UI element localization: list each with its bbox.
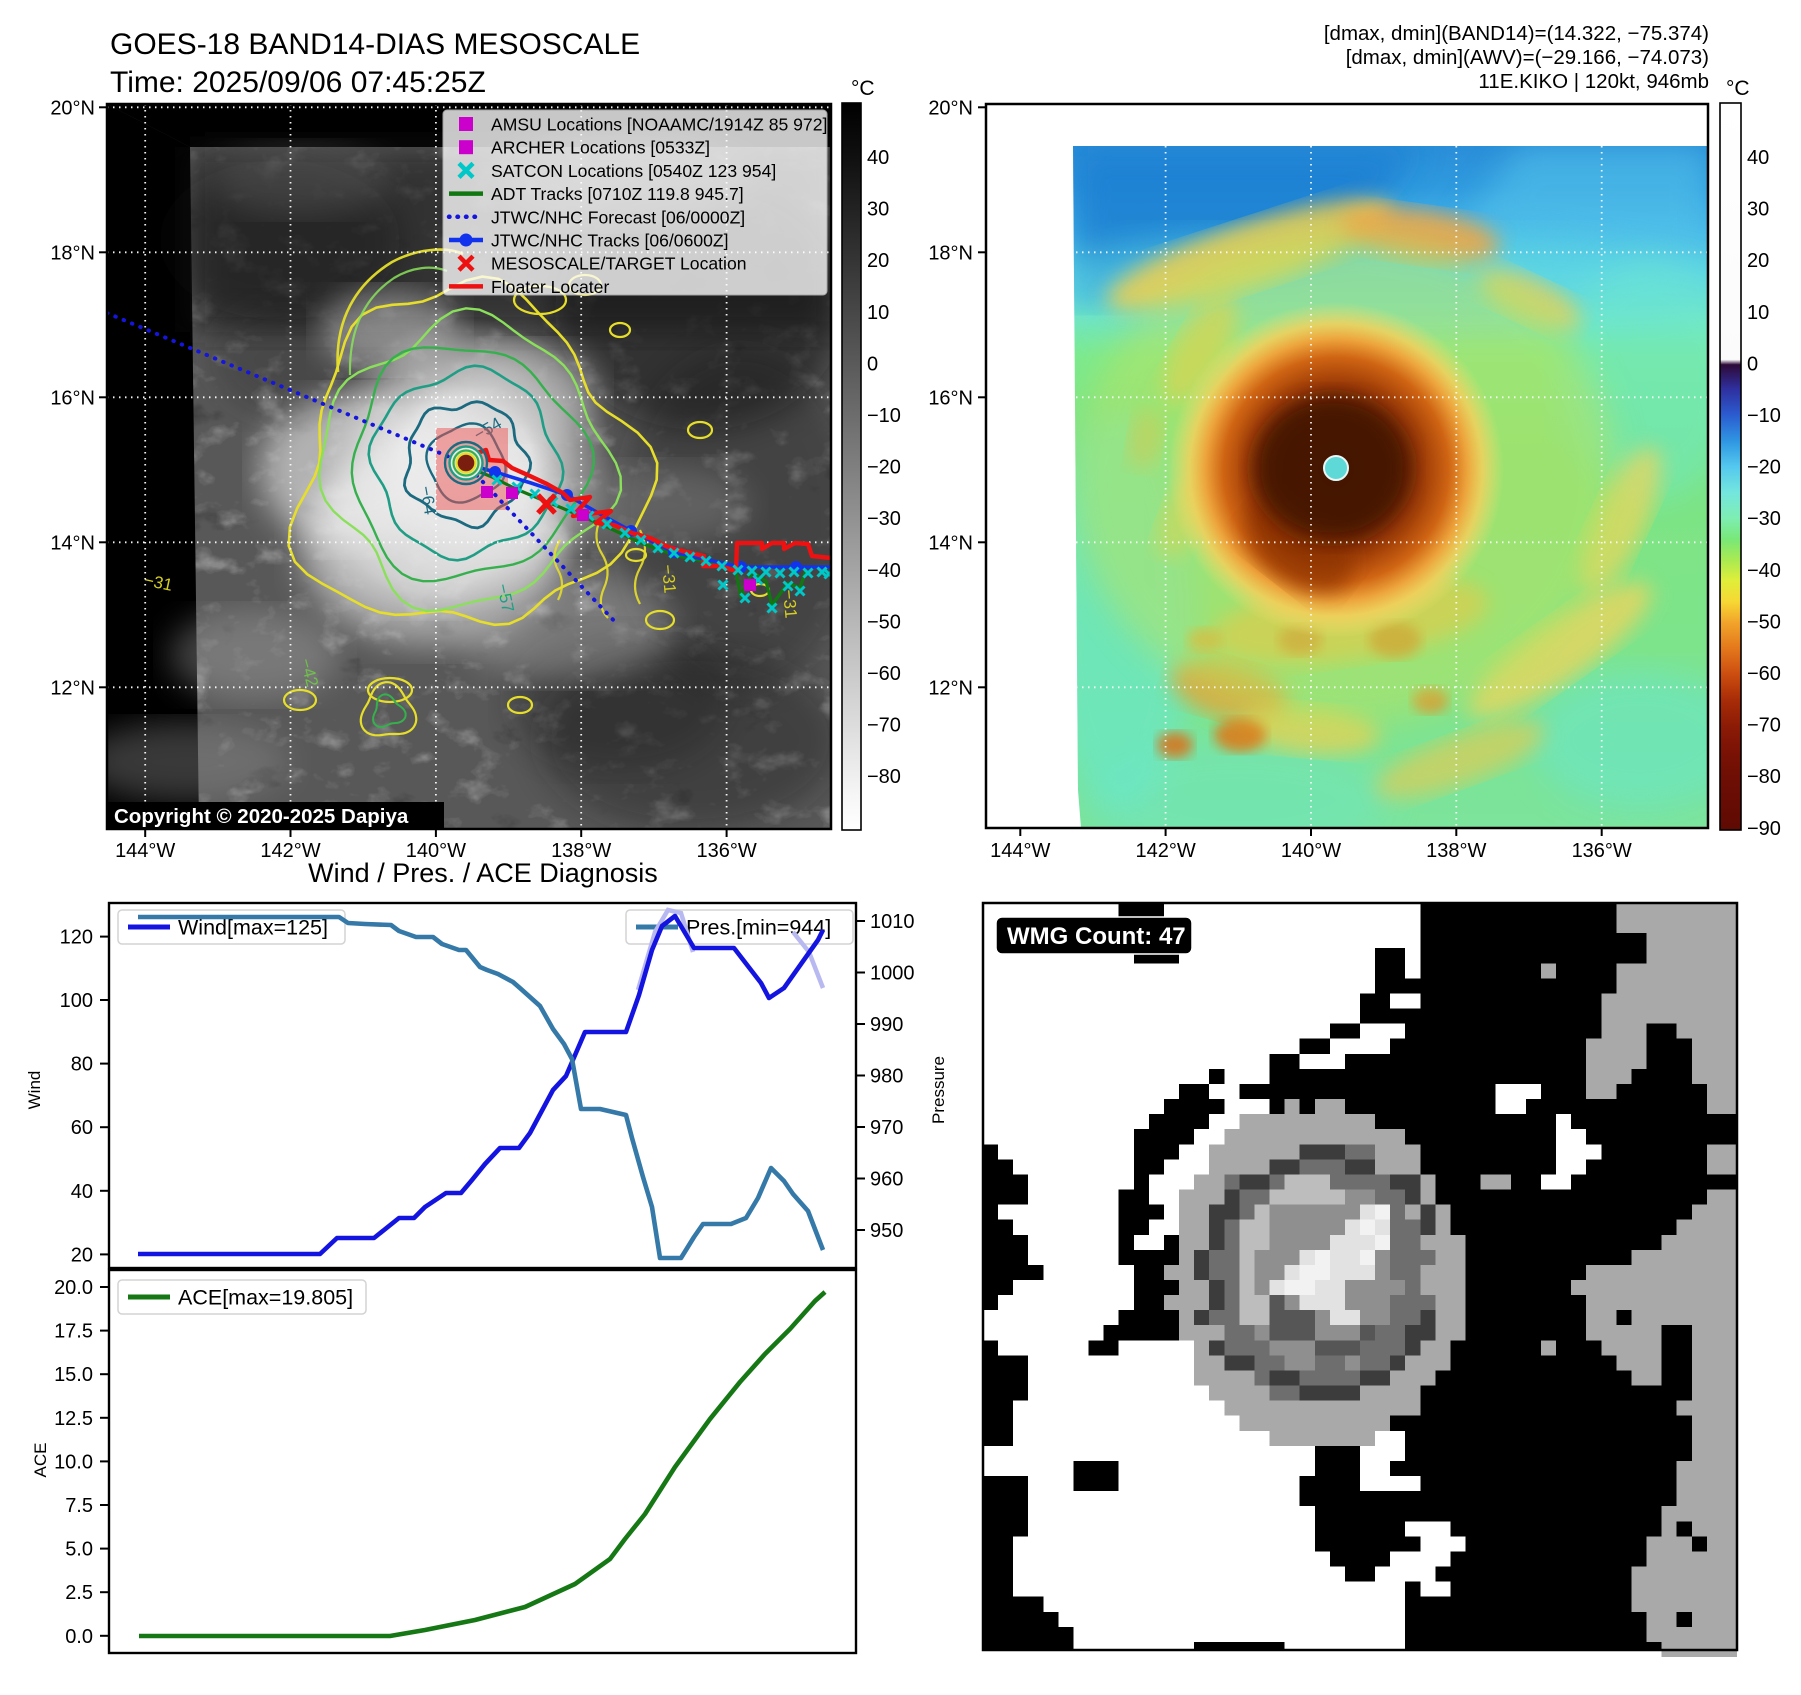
svg-text:5.0: 5.0 xyxy=(65,1539,93,1561)
svg-text:ADT Tracks [0710Z 119.8 945.7]: ADT Tracks [0710Z 119.8 945.7] xyxy=(491,184,744,204)
svg-text:ACE: ACE xyxy=(31,1443,50,1478)
svg-text:−20: −20 xyxy=(867,457,901,479)
svg-text:[dmax, dmin](BAND14)=(14.322,: [dmax, dmin](BAND14)=(14.322, −75.374) xyxy=(1324,22,1709,45)
svg-text:0: 0 xyxy=(1747,353,1758,375)
svg-text:−30: −30 xyxy=(1747,508,1781,530)
svg-text:7.5: 7.5 xyxy=(65,1495,93,1517)
svg-text:AMSU Locations [NOAAMC/1914Z 8: AMSU Locations [NOAAMC/1914Z 85 972] xyxy=(491,115,827,135)
svg-text:−10: −10 xyxy=(1747,405,1781,427)
svg-text:30: 30 xyxy=(1747,199,1769,221)
svg-text:−30: −30 xyxy=(867,508,901,530)
svg-text:−80: −80 xyxy=(1747,766,1781,788)
svg-text:0.0: 0.0 xyxy=(65,1626,93,1648)
svg-text:20.0: 20.0 xyxy=(54,1277,93,1299)
svg-text:20: 20 xyxy=(71,1244,93,1266)
svg-text:Copyright © 2020-2025 Dapiya: Copyright © 2020-2025 Dapiya xyxy=(114,805,409,828)
svg-text:MESOSCALE/TARGET Location: MESOSCALE/TARGET Location xyxy=(491,254,747,274)
svg-text:120: 120 xyxy=(60,927,93,949)
svg-text:1010: 1010 xyxy=(870,911,915,933)
svg-text:12.5: 12.5 xyxy=(54,1408,93,1430)
svg-text:JTWC/NHC Tracks [06/0600Z]: JTWC/NHC Tracks [06/0600Z] xyxy=(491,231,729,251)
svg-text:140°W: 140°W xyxy=(406,840,466,862)
svg-text:Floater Locater: Floater Locater xyxy=(491,277,609,297)
svg-text:−40: −40 xyxy=(867,560,901,582)
svg-text:Wind / Pres. / ACE Diagnosis: Wind / Pres. / ACE Diagnosis xyxy=(308,858,658,888)
svg-text:970: 970 xyxy=(870,1117,903,1139)
svg-text:ACE[max=19.805]: ACE[max=19.805] xyxy=(178,1286,353,1310)
svg-text:12°N: 12°N xyxy=(50,677,95,699)
svg-text:SATCON Locations [0540Z 123 95: SATCON Locations [0540Z 123 954] xyxy=(491,161,776,181)
svg-text:−50: −50 xyxy=(1747,611,1781,633)
svg-text:°C: °C xyxy=(1726,77,1750,100)
svg-text:17.5: 17.5 xyxy=(54,1321,93,1343)
svg-text:ARCHER Locations [0533Z]: ARCHER Locations [0533Z] xyxy=(491,138,710,158)
svg-text:144°W: 144°W xyxy=(115,840,175,862)
svg-text:[dmax, dmin](AWV)=(−29.166, −7: [dmax, dmin](AWV)=(−29.166, −74.073) xyxy=(1346,46,1709,69)
svg-text:1000: 1000 xyxy=(870,963,915,985)
svg-text:100: 100 xyxy=(60,990,93,1012)
svg-text:950: 950 xyxy=(870,1220,903,1242)
svg-text:−40: −40 xyxy=(1747,560,1781,582)
svg-text:144°W: 144°W xyxy=(990,840,1050,862)
svg-text:−60: −60 xyxy=(1747,663,1781,685)
svg-text:138°W: 138°W xyxy=(1426,840,1486,862)
svg-text:10: 10 xyxy=(1747,302,1769,324)
svg-text:−70: −70 xyxy=(1747,715,1781,737)
svg-text:−31: −31 xyxy=(658,564,679,594)
svg-text:136°W: 136°W xyxy=(696,840,756,862)
svg-text:138°W: 138°W xyxy=(551,840,611,862)
svg-text:11E.KIKO | 120kt, 946mb: 11E.KIKO | 120kt, 946mb xyxy=(1478,70,1709,93)
svg-text:960: 960 xyxy=(870,1169,903,1191)
svg-text:60: 60 xyxy=(71,1117,93,1139)
svg-text:142°W: 142°W xyxy=(260,840,320,862)
svg-text:GOES-18 BAND14-DIAS MESOSCALE: GOES-18 BAND14-DIAS MESOSCALE xyxy=(110,28,640,61)
svg-text:−80: −80 xyxy=(867,766,901,788)
svg-text:136°W: 136°W xyxy=(1572,840,1632,862)
svg-text:Wind[max=125]: Wind[max=125] xyxy=(178,916,328,940)
svg-text:14°N: 14°N xyxy=(50,532,95,554)
svg-text:°C: °C xyxy=(851,77,875,100)
svg-text:14°N: 14°N xyxy=(928,532,973,554)
svg-text:−64: −64 xyxy=(416,484,440,516)
svg-text:Wind: Wind xyxy=(25,1071,44,1110)
svg-text:−20: −20 xyxy=(1747,457,1781,479)
svg-text:12°N: 12°N xyxy=(928,677,973,699)
svg-text:−50: −50 xyxy=(867,611,901,633)
svg-text:JTWC/NHC Forecast [06/0000Z]: JTWC/NHC Forecast [06/0000Z] xyxy=(491,207,745,227)
svg-text:20: 20 xyxy=(867,250,889,272)
svg-text:10.0: 10.0 xyxy=(54,1451,93,1473)
svg-text:10: 10 xyxy=(867,302,889,324)
svg-text:−60: −60 xyxy=(867,663,901,685)
svg-text:18°N: 18°N xyxy=(50,242,95,264)
svg-text:980: 980 xyxy=(870,1066,903,1088)
svg-text:0: 0 xyxy=(867,353,878,375)
svg-text:18°N: 18°N xyxy=(928,242,973,264)
svg-text:142°W: 142°W xyxy=(1135,840,1195,862)
svg-text:−31: −31 xyxy=(779,589,800,619)
svg-text:20°N: 20°N xyxy=(50,97,95,119)
svg-text:16°N: 16°N xyxy=(928,387,973,409)
svg-text:40: 40 xyxy=(867,147,889,169)
svg-text:40: 40 xyxy=(1747,147,1769,169)
svg-text:20°N: 20°N xyxy=(928,97,973,119)
svg-text:30: 30 xyxy=(867,199,889,221)
svg-text:−70: −70 xyxy=(867,715,901,737)
svg-text:140°W: 140°W xyxy=(1281,840,1341,862)
svg-text:Pressure: Pressure xyxy=(929,1056,948,1124)
svg-text:16°N: 16°N xyxy=(50,387,95,409)
svg-text:15.0: 15.0 xyxy=(54,1364,93,1386)
svg-text:−90: −90 xyxy=(1747,818,1781,840)
svg-text:990: 990 xyxy=(870,1014,903,1036)
svg-text:WMG Count: 47: WMG Count: 47 xyxy=(1007,923,1186,950)
svg-text:40: 40 xyxy=(71,1181,93,1203)
svg-text:20: 20 xyxy=(1747,250,1769,272)
svg-text:80: 80 xyxy=(71,1054,93,1076)
svg-text:−10: −10 xyxy=(867,405,901,427)
svg-text:Time: 2025/09/06 07:45:25Z: Time: 2025/09/06 07:45:25Z xyxy=(110,66,486,99)
svg-text:2.5: 2.5 xyxy=(65,1582,93,1604)
svg-text:Pres.[min=944]: Pres.[min=944] xyxy=(686,916,831,940)
